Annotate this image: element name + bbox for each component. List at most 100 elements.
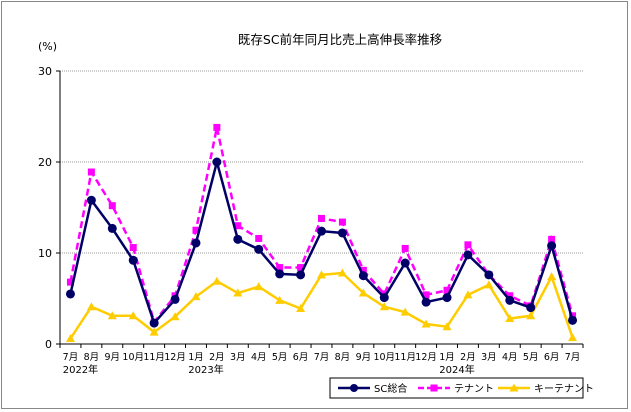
- data-point-square: [255, 234, 263, 242]
- x-tick-label: 9月: [356, 352, 372, 363]
- data-point-square: [213, 123, 221, 131]
- data-point-triangle: [358, 288, 368, 297]
- x-tick-label: 1月: [188, 352, 204, 363]
- data-point-triangle: [275, 295, 285, 304]
- x-tick-label: 3月: [230, 352, 246, 363]
- data-point-circle: [379, 293, 389, 303]
- data-point-triangle: [421, 319, 431, 328]
- data-point-circle: [505, 295, 515, 305]
- data-point-square: [506, 292, 514, 300]
- x-tick-label: 12月: [415, 352, 437, 363]
- data-point-circle: [317, 226, 326, 236]
- data-point-square: [401, 244, 409, 252]
- data-point-circle: [400, 258, 410, 268]
- data-point-triangle: [526, 311, 536, 320]
- legend-label: SC総合: [374, 382, 407, 395]
- data-point-circle: [350, 384, 358, 392]
- data-point-triangle: [379, 302, 389, 311]
- data-point-circle: [86, 195, 96, 205]
- data-point-triangle: [191, 292, 201, 301]
- data-point-circle: [526, 303, 536, 313]
- data-point-circle: [65, 289, 75, 299]
- x-tick-label: 12月: [164, 352, 186, 363]
- data-point-circle: [212, 157, 222, 167]
- data-point-circle: [463, 250, 473, 260]
- x-tick-label: 11月: [143, 352, 165, 363]
- x-tick-label: 7月: [565, 352, 581, 363]
- y-tick-label: 30: [38, 65, 52, 78]
- data-point-triangle: [107, 311, 117, 320]
- data-point-triangle: [170, 312, 180, 321]
- data-point-triangle: [254, 282, 264, 291]
- series-line: [69, 271, 574, 340]
- data-point-triangle: [505, 314, 515, 323]
- x-tick-label: 11月: [394, 352, 416, 363]
- x-tick-label: 4月: [251, 352, 267, 363]
- data-point-square: [87, 168, 95, 176]
- data-point-triangle: [233, 288, 243, 297]
- data-point-circle: [358, 271, 368, 281]
- data-point-square: [430, 384, 438, 392]
- chart-title: 既存SC前年同月比売上高伸長率推移: [238, 32, 442, 47]
- data-point-triangle: [400, 307, 410, 316]
- data-point-square: [192, 226, 200, 234]
- x-tick-label: 9月: [105, 352, 121, 363]
- data-point-triangle: [296, 304, 306, 313]
- data-point-square: [297, 264, 305, 272]
- x-tick-label: 5月: [523, 352, 539, 363]
- y-tick-label: 20: [38, 156, 52, 169]
- data-point-circle: [568, 315, 578, 325]
- data-point-square: [443, 286, 451, 294]
- x-tick-label: 5月: [272, 352, 288, 363]
- data-point-square: [338, 218, 346, 226]
- data-point-circle: [107, 223, 117, 233]
- x-tick-label: 7月: [63, 352, 79, 363]
- year-label: 2024年: [439, 363, 474, 376]
- data-point-circle: [337, 228, 347, 238]
- data-point-circle: [149, 318, 159, 328]
- legend-label: テナント: [454, 383, 494, 395]
- year-label: 2023年: [188, 363, 223, 376]
- data-point-circle: [547, 241, 557, 251]
- data-point-circle: [484, 270, 494, 280]
- data-point-triangle: [149, 327, 159, 336]
- data-point-square: [129, 244, 137, 252]
- x-tick-label: 2月: [209, 352, 225, 363]
- x-tick-label: 7月: [314, 352, 330, 363]
- data-point-triangle: [509, 383, 519, 392]
- data-point-circle: [442, 293, 452, 303]
- x-tick-label: 8月: [84, 352, 100, 363]
- y-axis-label: (%): [38, 40, 57, 53]
- y-tick-label: 0: [45, 338, 52, 351]
- data-point-circle: [233, 234, 243, 244]
- data-point-circle: [128, 255, 138, 265]
- data-point-circle: [421, 297, 431, 307]
- data-point-triangle: [568, 333, 578, 342]
- data-point-circle: [191, 238, 201, 248]
- data-point-square: [318, 214, 325, 222]
- x-tick-label: 1月: [439, 352, 455, 363]
- x-tick-label: 10月: [373, 352, 395, 363]
- x-tick-label: 6月: [293, 352, 309, 363]
- data-point-triangle: [484, 280, 494, 289]
- data-point-square: [108, 202, 116, 210]
- data-point-triangle: [547, 272, 557, 281]
- data-point-circle: [296, 270, 306, 280]
- x-tick-label: 2月: [460, 352, 476, 363]
- data-point-circle: [170, 294, 180, 304]
- data-point-square: [359, 266, 367, 274]
- data-point-square: [234, 222, 242, 230]
- data-point-square: [276, 264, 284, 272]
- x-tick-label: 10月: [122, 352, 144, 363]
- data-point-square: [66, 278, 74, 286]
- data-point-triangle: [65, 334, 75, 343]
- x-tick-label: 4月: [502, 352, 518, 363]
- x-tick-label: 8月: [335, 352, 351, 363]
- data-point-triangle: [317, 270, 326, 279]
- data-point-triangle: [128, 311, 138, 320]
- data-point-circle: [254, 244, 264, 254]
- data-point-triangle: [86, 302, 96, 311]
- x-tick-label: 3月: [481, 352, 497, 363]
